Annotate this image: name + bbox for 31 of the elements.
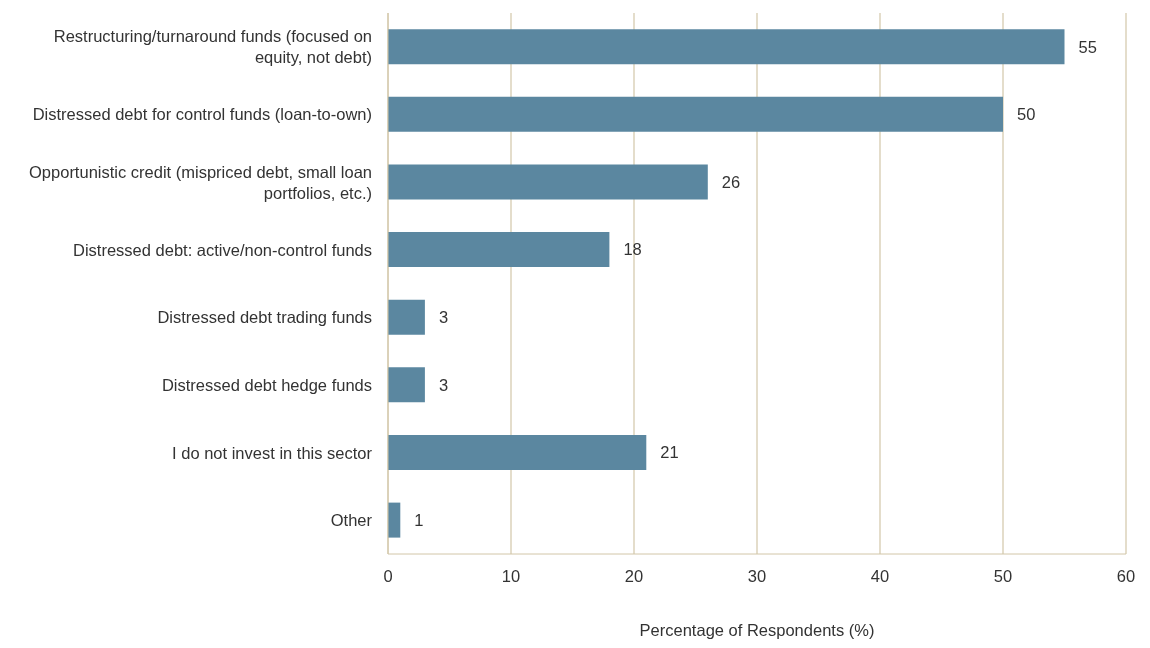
bar (388, 367, 425, 403)
data-label: 26 (721, 172, 741, 191)
y-tick-label: Opportunistic credit (mispriced debt, small loan portfolios, etc.) (29, 162, 372, 202)
y-tick-label: Distressed debt trading funds (157, 308, 372, 327)
data-label: 50 (1017, 105, 1036, 124)
x-tick-label: 20 (624, 566, 644, 585)
y-tick-label: Distressed debt for control funds (loan-to-own) (32, 105, 372, 124)
data-label: 21 (660, 443, 679, 462)
bar (388, 232, 610, 268)
y-tick-label: Distressed debt: active/non-control funds (73, 240, 372, 259)
data-label: 3 (438, 375, 449, 394)
bar (388, 96, 1003, 132)
x-tick-label: 60 (1116, 566, 1136, 585)
x-tick-label: 30 (747, 566, 767, 585)
bar (388, 29, 1065, 65)
y-tick-label: I do not invest in this sector (172, 443, 373, 462)
x-tick-label: 40 (870, 566, 890, 585)
x-tick-label: 0 (383, 566, 393, 585)
y-tick-label: Restructuring/turnaround funds (focused on equity, not debt) (53, 27, 372, 67)
x-axis-title: Percentage of Respondents (%) (639, 621, 875, 639)
data-label: 18 (623, 240, 642, 259)
y-tick-label: Distressed debt hedge funds (161, 375, 372, 394)
data-label: 55 (1078, 37, 1097, 56)
data-label: 1 (414, 510, 424, 529)
bar (388, 299, 425, 335)
y-tick-label: Other (330, 511, 373, 530)
bar (388, 434, 647, 470)
x-tick-label: 50 (993, 566, 1013, 585)
bar (388, 164, 708, 200)
x-tick-label: 10 (501, 566, 521, 585)
data-label: 3 (438, 308, 449, 327)
